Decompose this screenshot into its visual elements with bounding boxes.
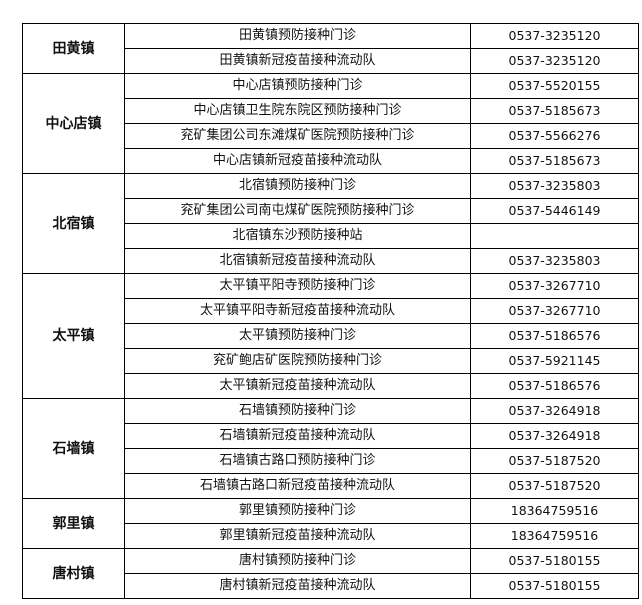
phone-cell: 0537-3267710 bbox=[470, 273, 639, 299]
table-row: 太平镇平阳寺新冠疫苗接种流动队 0537-3267710 bbox=[23, 298, 639, 324]
phone-cell: 0537-5187520 bbox=[470, 473, 639, 499]
clinic-name: 兖矿鲍店矿医院预防接种门诊 bbox=[124, 348, 471, 374]
table-row: 郭里镇 郭里镇预防接种门诊 18364759516 bbox=[22, 498, 639, 549]
clinic-name: 北宿镇东沙预防接种站 bbox=[124, 223, 471, 249]
table-row: 田黄镇 田黄镇预防接种门诊 0537-3235120 bbox=[22, 23, 639, 74]
phone-cell: 0537-5185673 bbox=[470, 98, 639, 124]
clinic-name: 兖矿集团公司东滩煤矿医院预防接种门诊 bbox=[124, 123, 471, 149]
phone-cell: 0537-3235120 bbox=[470, 48, 639, 74]
phone-cell: 0537-3264918 bbox=[470, 398, 639, 424]
table-row: 唐村镇 唐村镇预防接种门诊 0537-5180155 bbox=[22, 548, 639, 599]
clinic-name: 石墙镇新冠疫苗接种流动队 bbox=[124, 423, 471, 449]
clinic-name: 石墙镇预防接种门诊 bbox=[124, 398, 471, 424]
phone-cell: 0537-5446149 bbox=[470, 198, 639, 224]
clinic-name: 太平镇新冠疫苗接种流动队 bbox=[124, 373, 471, 399]
table-row: 石墙镇新冠疫苗接种流动队 0537-3264918 bbox=[23, 423, 639, 449]
table-row: 田黄镇新冠疫苗接种流动队 0537-3235120 bbox=[23, 48, 639, 74]
clinic-name: 田黄镇新冠疫苗接种流动队 bbox=[124, 48, 471, 74]
phone-cell: 0537-5187520 bbox=[470, 448, 639, 474]
table-row: 北宿镇 北宿镇预防接种门诊 0537-3235803 bbox=[22, 173, 639, 274]
table-row: 郭里镇新冠疫苗接种流动队 18364759516 bbox=[23, 523, 639, 549]
clinic-name: 唐村镇新冠疫苗接种流动队 bbox=[124, 573, 471, 599]
table-row: 石墙镇古路口预防接种门诊 0537-5187520 bbox=[23, 448, 639, 474]
clinic-name: 石墙镇古路口预防接种门诊 bbox=[124, 448, 471, 474]
clinic-name: 太平镇平阳寺预防接种门诊 bbox=[124, 273, 471, 299]
table-row: 唐村镇新冠疫苗接种流动队 0537-5180155 bbox=[23, 573, 639, 599]
phone-cell: 0537-5186576 bbox=[470, 323, 639, 349]
table-row: 中心店镇 中心店镇预防接种门诊 0537-5520155 bbox=[22, 73, 639, 174]
phone-cell: 0537-5186576 bbox=[470, 373, 639, 399]
town-cell: 中心店镇 bbox=[22, 73, 125, 174]
table-row: 中心店镇新冠疫苗接种流动队 0537-5185673 bbox=[23, 148, 639, 174]
table-body: 田黄镇 田黄镇预防接种门诊 0537-3235120 田黄镇新冠疫苗接种流动队 0537… bbox=[22, 23, 639, 599]
clinic-name: 北宿镇预防接种门诊 bbox=[124, 173, 471, 199]
clinic-name: 石墙镇古路口新冠疫苗接种流动队 bbox=[124, 473, 471, 499]
clinic-name: 兖矿集团公司南屯煤矿医院预防接种门诊 bbox=[124, 198, 471, 224]
table-row: 北宿镇东沙预防接种站 bbox=[23, 223, 639, 249]
clinic-table: 田黄镇 田黄镇预防接种门诊 0537-3235120 田黄镇新冠疫苗接种流动队 0537… bbox=[22, 23, 639, 599]
clinic-name: 中心店镇卫生院东院区预防接种门诊 bbox=[124, 98, 471, 124]
phone-cell: 0537-3267710 bbox=[470, 298, 639, 324]
phone-cell: 0537-3235120 bbox=[470, 23, 639, 49]
town-cell: 北宿镇 bbox=[22, 173, 125, 274]
town-cell: 田黄镇 bbox=[22, 23, 125, 74]
table-row: 兖矿集团公司南屯煤矿医院预防接种门诊 0537-5446149 bbox=[23, 198, 639, 224]
clinic-name: 郭里镇预防接种门诊 bbox=[124, 498, 471, 524]
table-row: 石墙镇古路口新冠疫苗接种流动队 0537-5187520 bbox=[23, 473, 639, 499]
phone-cell bbox=[470, 223, 639, 249]
clinic-name: 田黄镇预防接种门诊 bbox=[124, 23, 471, 49]
town-cell: 石墙镇 bbox=[22, 398, 125, 499]
town-cell: 郭里镇 bbox=[22, 498, 125, 549]
phone-cell: 0537-5566276 bbox=[470, 123, 639, 149]
table-row: 兖矿集团公司东滩煤矿医院预防接种门诊 0537-5566276 bbox=[23, 123, 639, 149]
table-row: 石墙镇 石墙镇预防接种门诊 0537-3264918 bbox=[22, 398, 639, 499]
clinic-name: 北宿镇新冠疫苗接种流动队 bbox=[124, 248, 471, 274]
town-cell: 唐村镇 bbox=[22, 548, 125, 599]
phone-cell: 0537-5921145 bbox=[470, 348, 639, 374]
phone-cell: 0537-3235803 bbox=[470, 248, 639, 274]
clinic-name: 唐村镇预防接种门诊 bbox=[124, 548, 471, 574]
table-row: 太平镇 太平镇平阳寺预防接种门诊 0537-3267710 bbox=[22, 273, 639, 399]
table-row: 兖矿鲍店矿医院预防接种门诊 0537-5921145 bbox=[23, 348, 639, 374]
phone-cell: 0537-5520155 bbox=[470, 73, 639, 99]
phone-cell: 0537-3264918 bbox=[470, 423, 639, 449]
clinic-name: 太平镇平阳寺新冠疫苗接种流动队 bbox=[124, 298, 471, 324]
town-cell: 太平镇 bbox=[22, 273, 125, 399]
clinic-name: 中心店镇预防接种门诊 bbox=[124, 73, 471, 99]
table-row: 太平镇预防接种门诊 0537-5186576 bbox=[23, 323, 639, 349]
phone-cell: 18364759516 bbox=[470, 498, 639, 524]
phone-cell: 0537-5185673 bbox=[470, 148, 639, 174]
clinic-name: 太平镇预防接种门诊 bbox=[124, 323, 471, 349]
clinic-name: 中心店镇新冠疫苗接种流动队 bbox=[124, 148, 471, 174]
phone-cell: 0537-5180155 bbox=[470, 548, 639, 574]
phone-cell: 0537-5180155 bbox=[470, 573, 639, 599]
phone-cell: 0537-3235803 bbox=[470, 173, 639, 199]
phone-cell: 18364759516 bbox=[470, 523, 639, 549]
clinic-name: 郭里镇新冠疫苗接种流动队 bbox=[124, 523, 471, 549]
